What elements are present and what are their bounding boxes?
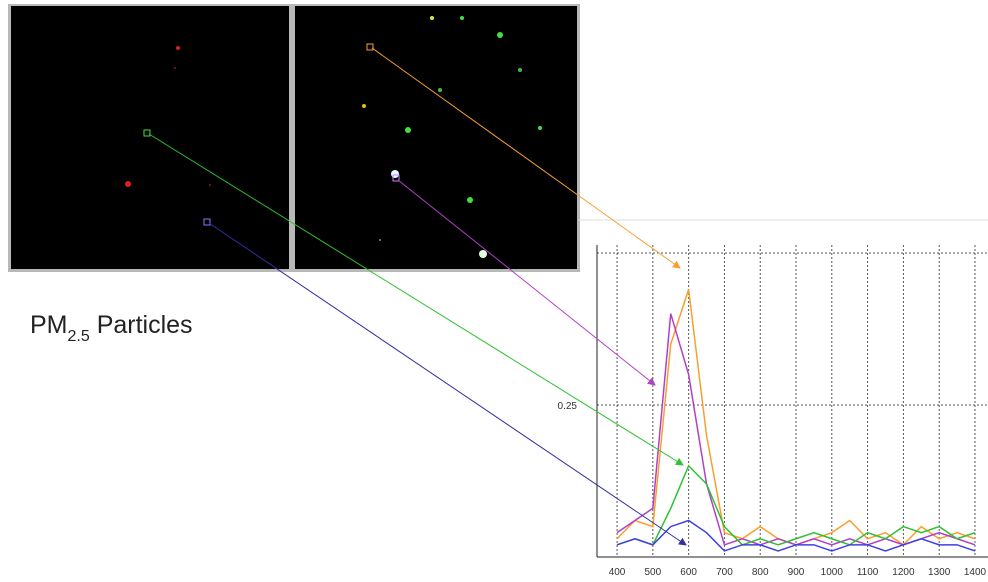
x-tick-label: 1100	[857, 567, 879, 578]
x-tick-label: 500	[644, 567, 661, 578]
spectrum-chart: 400 500 600 700 800 900 1000 1100 1200 1300 1400 0.…	[558, 245, 988, 578]
x-tick-label: 600	[680, 567, 697, 578]
y-tick-label: 0.25	[558, 401, 578, 412]
x-tick-label: 900	[788, 567, 805, 578]
x-tick-label: 400	[609, 567, 626, 578]
x-tick-label: 1400	[964, 567, 987, 578]
caption-main: PM	[30, 311, 68, 339]
caption-subscript: 2.5	[68, 328, 90, 345]
image-right	[295, 6, 577, 269]
figure: PM2.5 Particles 400 500 600 700 800 900 1000 11…	[0, 0, 988, 582]
x-tick-label: 1000	[821, 567, 844, 578]
x-tick-label: 1300	[928, 567, 951, 578]
x-tick-label: 1200	[892, 567, 915, 578]
caption: PM2.5 Particles	[30, 311, 193, 345]
x-tick-label: 800	[752, 567, 769, 578]
x-tick-label: 700	[716, 567, 733, 578]
caption-rest: Particles	[90, 311, 193, 339]
image-left	[11, 6, 289, 269]
microscope-images	[8, 4, 580, 272]
